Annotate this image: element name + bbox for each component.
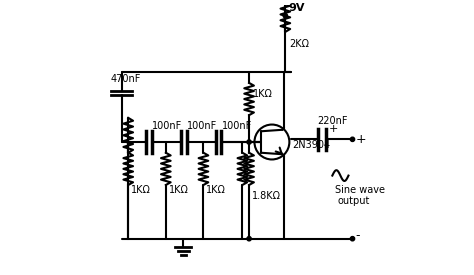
Text: 1KΩ: 1KΩ [253,89,273,99]
Text: Sine wave: Sine wave [335,185,385,195]
Text: 1KΩ: 1KΩ [206,185,226,195]
Circle shape [350,137,355,141]
Circle shape [247,236,251,241]
Text: -: - [355,230,360,243]
Text: 100nF: 100nF [222,121,253,131]
Text: 1KΩ: 1KΩ [169,185,188,195]
Circle shape [247,140,251,144]
Text: 470nF: 470nF [111,74,141,84]
Text: 1KΩ: 1KΩ [131,185,151,195]
Text: 9V: 9V [288,3,304,13]
Text: output: output [337,196,370,206]
Circle shape [283,14,288,18]
Text: 2N3904: 2N3904 [292,140,330,150]
Text: +: + [355,133,366,146]
Text: 2KΩ: 2KΩ [289,39,310,49]
Text: 1.8KΩ: 1.8KΩ [252,191,281,201]
Text: 100nF: 100nF [187,121,218,131]
Text: 100nF: 100nF [153,121,182,131]
Text: +: + [329,123,338,134]
Text: 220nF: 220nF [318,116,348,125]
Circle shape [350,236,355,241]
